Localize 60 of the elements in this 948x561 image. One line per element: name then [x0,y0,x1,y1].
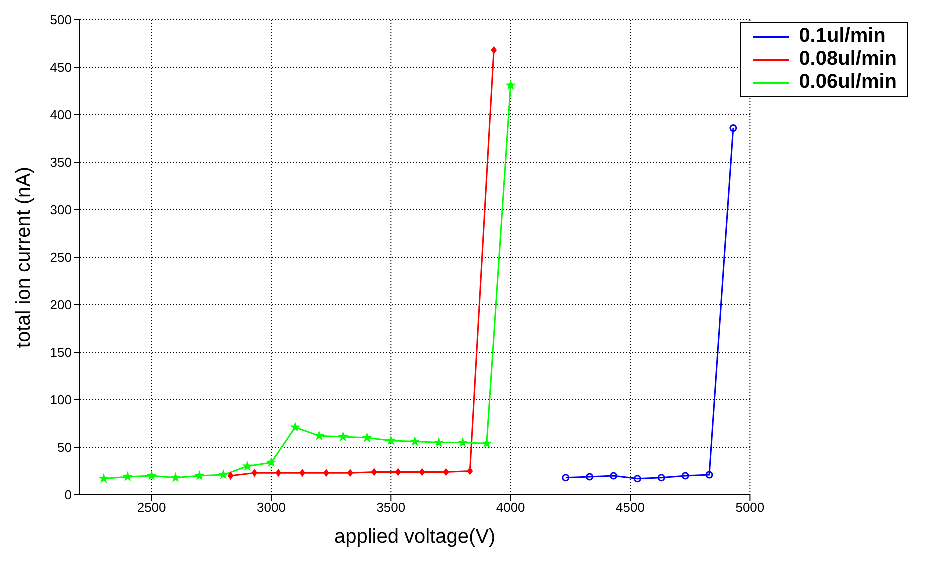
x-tick-label: 3000 [257,500,286,516]
y-tick-label: 500 [50,12,72,28]
y-tick-label: 0 [64,488,72,503]
point [252,469,258,478]
point [434,437,444,448]
y-tick-label: 300 [50,202,72,218]
point [410,436,420,446]
y-tick-label: 450 [50,60,72,76]
point [362,432,372,442]
x-axis-title: applied voltage(V) [334,526,496,548]
point [458,437,468,448]
y-tick-label: 400 [50,108,72,123]
point [634,475,642,483]
point [658,474,666,482]
point [682,472,690,480]
point [300,469,306,478]
point [395,468,402,476]
y-tick-label: 250 [50,250,72,266]
point [314,430,325,441]
point [266,457,277,468]
point [467,467,474,476]
point [170,472,181,482]
x-tick-label: 4500 [616,500,645,516]
point [706,471,714,479]
legend-label: 0.08ul/min [799,48,897,71]
point [443,468,450,476]
point [122,471,134,482]
x-tick-label: 5000 [736,500,765,516]
point [324,469,330,478]
legend-label: 0.06ul/min [799,71,897,94]
point [419,468,426,476]
point [386,435,396,446]
point [730,124,738,132]
point [562,474,570,482]
point [218,470,229,480]
point [228,472,234,480]
point [371,468,378,476]
point [482,438,492,448]
y-axis-title: total ion current (nA) [13,166,36,348]
y-tick-label: 350 [50,155,72,170]
point [506,80,516,90]
point [98,473,110,484]
x-tick-label: 2500 [137,500,166,516]
point [586,473,594,481]
point [290,422,301,432]
point [276,469,282,478]
point [610,472,618,480]
y-tick-label: 150 [50,345,72,360]
legend-label: 0.1ul/min [799,25,886,48]
x-tick-label: 3500 [376,500,406,516]
x-tick-label: 4000 [496,500,526,516]
point [338,432,349,442]
point [242,461,253,471]
point [146,470,158,480]
y-tick-label: 100 [50,392,72,408]
y-tick-label: 200 [50,298,72,313]
point [491,46,498,54]
y-tick-label: 50 [58,440,72,456]
point [347,469,354,478]
point [194,470,205,480]
